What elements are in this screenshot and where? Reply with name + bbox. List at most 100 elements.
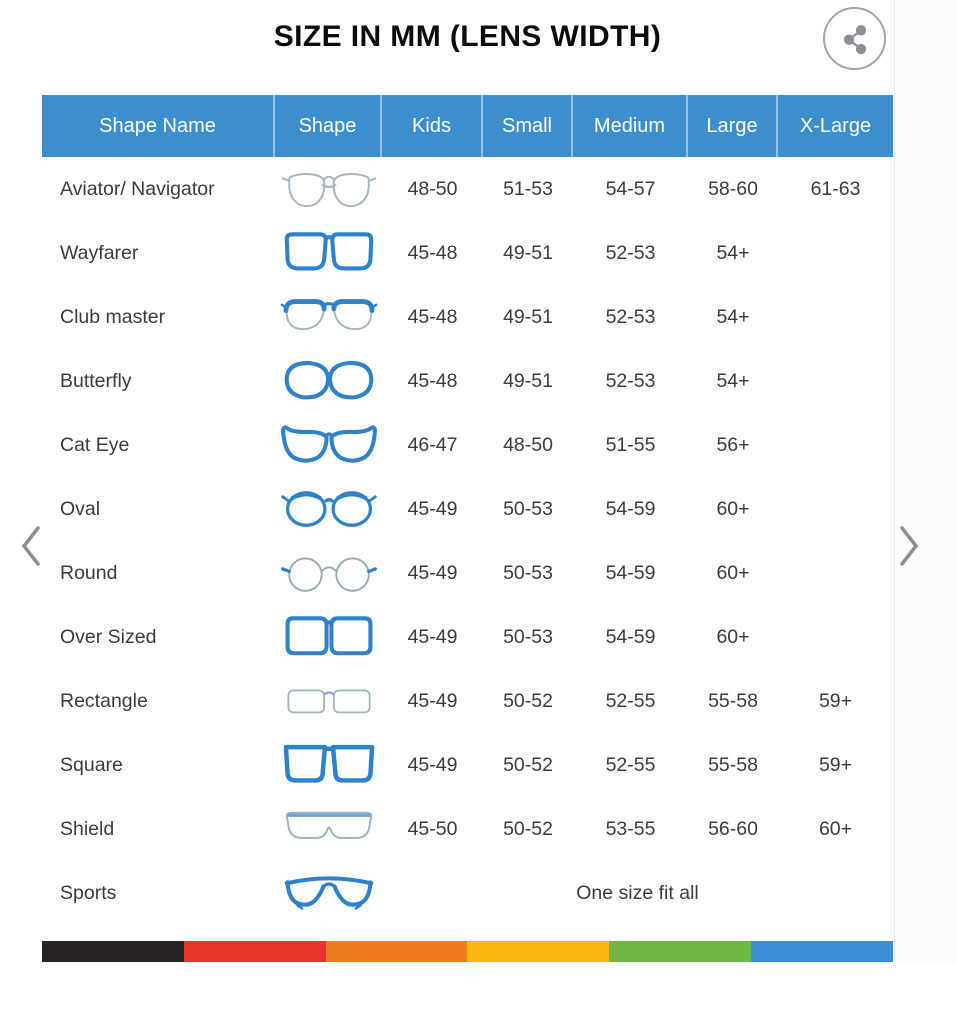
shape-name-cell: Aviator/ Navigator xyxy=(60,177,215,200)
chevron-right-icon xyxy=(896,524,922,568)
brand-bar-segment-1 xyxy=(42,941,184,962)
brand-bar-segment-4 xyxy=(467,941,610,962)
shape-name-cell: Over Sized xyxy=(60,625,157,648)
shape-icon-cell xyxy=(275,675,382,727)
column-header-large: Large xyxy=(688,95,778,157)
small-size-cell: 49-51 xyxy=(503,305,553,328)
table-body: Aviator/ Navigator 48-50 51-53 54-57 58-… xyxy=(42,157,893,925)
column-header-small: Small xyxy=(483,95,573,157)
xlarge-size-cell: 60+ xyxy=(818,817,853,840)
round-glasses-icon xyxy=(280,547,378,599)
kids-size-cell: 46-47 xyxy=(407,433,458,456)
kids-size-cell: 45-48 xyxy=(407,241,458,264)
carousel-prev-button[interactable] xyxy=(16,522,46,570)
aviator-glasses-icon xyxy=(280,163,378,215)
large-size-cell: 55-58 xyxy=(708,689,758,712)
share-button[interactable] xyxy=(823,7,886,70)
table-row: Over Sized 45-49 50-53 54-59 60+ xyxy=(42,605,893,669)
large-size-cell: 60+ xyxy=(716,561,750,584)
square-glasses-icon xyxy=(280,739,378,791)
brand-bar-segment-5 xyxy=(609,941,752,962)
medium-size-cell: 52-53 xyxy=(605,369,656,392)
shape-icon-cell xyxy=(275,483,382,535)
rectangle-glasses-icon xyxy=(280,675,378,727)
one-size-text: One size fit all xyxy=(576,881,699,904)
medium-size-cell: 52-53 xyxy=(605,305,656,328)
page-title: SIZE IN MM (LENS WIDTH) xyxy=(273,20,662,53)
shape-name-cell: Shield xyxy=(60,817,115,840)
shape-name-cell: Sports xyxy=(60,881,117,904)
column-header-shape-name: Shape Name xyxy=(42,95,275,157)
large-size-cell: 60+ xyxy=(716,625,750,648)
shape-icon-cell xyxy=(275,611,382,663)
large-size-cell: 56+ xyxy=(716,433,750,456)
share-icon xyxy=(835,19,875,59)
large-size-cell: 60+ xyxy=(716,497,750,520)
large-size-cell: 55-58 xyxy=(708,753,758,776)
carousel-next-button[interactable] xyxy=(894,522,924,570)
oversized-glasses-icon xyxy=(280,611,378,663)
cateye-glasses-icon xyxy=(280,419,378,471)
table-row: Sports One size fit all xyxy=(42,861,893,925)
small-size-cell: 51-53 xyxy=(503,177,553,200)
xlarge-size-cell: 59+ xyxy=(818,689,853,712)
shape-icon-cell xyxy=(275,227,382,279)
clubmaster-glasses-icon xyxy=(280,291,378,343)
brand-bar-segment-6 xyxy=(751,941,893,962)
xlarge-size-cell: 61-63 xyxy=(810,177,861,200)
shape-icon-cell xyxy=(275,163,382,215)
shape-name-cell: Round xyxy=(60,561,118,584)
table-row: Wayfarer 45-48 49-51 52-53 54+ xyxy=(42,221,893,285)
small-size-cell: 50-52 xyxy=(503,753,553,776)
table-row: Shield 45-50 50-52 53-55 56-60 60+ xyxy=(42,797,893,861)
table-row: Oval 45-49 50-53 54-59 60+ xyxy=(42,477,893,541)
xlarge-size-cell: 59+ xyxy=(818,753,853,776)
medium-size-cell: 51-55 xyxy=(605,433,656,456)
shape-icon-cell xyxy=(275,355,382,407)
shield-glasses-icon xyxy=(280,803,378,855)
kids-size-cell: 45-49 xyxy=(407,497,458,520)
small-size-cell: 49-51 xyxy=(503,369,553,392)
small-size-cell: 50-53 xyxy=(503,625,553,648)
large-size-cell: 54+ xyxy=(716,305,750,328)
kids-size-cell: 45-49 xyxy=(407,689,458,712)
kids-size-cell: 45-49 xyxy=(407,753,458,776)
medium-size-cell: 52-55 xyxy=(605,689,656,712)
shape-name-cell: Butterfly xyxy=(60,369,132,392)
medium-size-cell: 54-57 xyxy=(605,177,656,200)
butterfly-glasses-icon xyxy=(280,355,378,407)
shape-name-cell: Oval xyxy=(60,497,101,520)
kids-size-cell: 48-50 xyxy=(407,177,458,200)
table-row: Square 45-49 50-52 52-55 55-58 59+ xyxy=(42,733,893,797)
chevron-left-icon xyxy=(18,524,44,568)
table-row: Aviator/ Navigator 48-50 51-53 54-57 58-… xyxy=(42,157,893,221)
page-edge-strip xyxy=(894,0,957,962)
kids-size-cell: 45-50 xyxy=(407,817,458,840)
table-row: Butterfly 45-48 49-51 52-53 54+ xyxy=(42,349,893,413)
large-size-cell: 56-60 xyxy=(708,817,758,840)
shape-name-cell: Cat Eye xyxy=(60,433,130,456)
small-size-cell: 50-52 xyxy=(503,817,553,840)
brand-color-bar xyxy=(42,941,893,962)
column-header-kids: Kids xyxy=(382,95,483,157)
shape-icon-cell xyxy=(275,419,382,471)
small-size-cell: 50-53 xyxy=(503,497,553,520)
small-size-cell: 50-52 xyxy=(503,689,553,712)
brand-bar-segment-3 xyxy=(325,941,468,962)
kids-size-cell: 45-48 xyxy=(407,369,458,392)
shape-icon-cell xyxy=(275,547,382,599)
shape-name-cell: Club master xyxy=(60,305,166,328)
shape-name-cell: Rectangle xyxy=(60,689,148,712)
sports-glasses-icon xyxy=(280,867,378,919)
oval-glasses-icon xyxy=(280,483,378,535)
column-header-xlarge: X-Large xyxy=(799,114,872,137)
medium-size-cell: 52-53 xyxy=(605,241,656,264)
shape-icon-cell xyxy=(275,867,382,919)
brand-bar-segment-2 xyxy=(183,941,326,962)
large-size-cell: 58-60 xyxy=(708,177,758,200)
column-header-shape: Shape xyxy=(275,95,382,157)
small-size-cell: 48-50 xyxy=(503,433,553,456)
column-header-medium: Medium xyxy=(573,95,688,157)
shape-icon-cell xyxy=(275,739,382,791)
